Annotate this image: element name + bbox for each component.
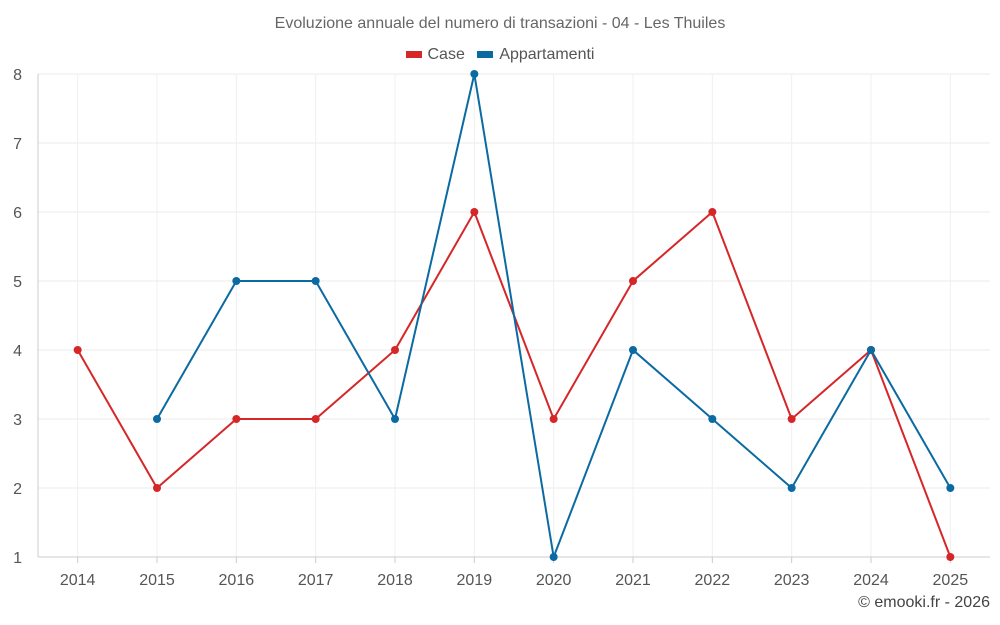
data-point-case (391, 346, 399, 354)
chart-legend: Case Appartamenti (0, 45, 1000, 64)
data-point-appartamenti (946, 484, 955, 492)
data-point-appartamenti (787, 484, 796, 492)
data-point-case (708, 208, 717, 216)
data-point-appartamenti (153, 415, 161, 423)
legend-item-case[interactable]: Case (405, 45, 465, 64)
y-tick-label: 3 (13, 412, 22, 429)
x-tick-label: 2021 (615, 572, 651, 589)
x-tick-label: 2016 (219, 572, 255, 589)
x-tick-label: 2014 (60, 572, 96, 589)
series-line-case (76, 211, 952, 558)
data-point-case (153, 484, 161, 492)
chart-title: Evoluzione annuale del numero di transaz… (274, 15, 726, 32)
x-tick-label: 2023 (774, 572, 810, 589)
credit-text: © emooki.fr - 2026 (858, 594, 990, 611)
legend-swatch-case (405, 51, 422, 58)
x-tick-label: 2020 (536, 572, 572, 589)
data-point-case (946, 553, 955, 561)
y-tick-label: 2 (13, 481, 22, 498)
y-tick-label: 1 (13, 550, 22, 567)
data-point-case (232, 415, 241, 423)
x-tick-label: 2024 (853, 572, 889, 589)
x-tick-label: 2025 (933, 572, 969, 589)
y-tick-label: 6 (13, 205, 22, 222)
x-tick-label: 2017 (298, 572, 334, 589)
legend-label-appartamenti: Appartamenti (499, 45, 595, 63)
grid-lines (38, 73, 990, 558)
y-tick-label: 7 (13, 136, 22, 153)
y-tick-label: 5 (13, 274, 22, 291)
x-tick-label: 2022 (695, 572, 731, 589)
data-point-appartamenti (470, 70, 479, 78)
data-point-appartamenti (232, 277, 241, 285)
data-point-appartamenti (867, 346, 875, 354)
x-tick-label: 2015 (139, 572, 175, 589)
series-appartamenti (153, 70, 955, 561)
data-point-case (470, 208, 479, 216)
x-tick-label: 2019 (457, 572, 493, 589)
legend-swatch-appartamenti (477, 51, 494, 58)
legend-item-appartamenti[interactable]: Appartamenti (477, 46, 594, 64)
data-point-appartamenti (311, 277, 320, 285)
data-point-appartamenti (629, 346, 637, 354)
data-point-case (311, 415, 320, 423)
data-point-case (549, 415, 558, 423)
data-point-appartamenti (391, 415, 399, 423)
data-point-case (787, 415, 796, 423)
y-tick-label: 4 (13, 343, 22, 360)
y-tick-label: 8 (13, 67, 22, 84)
data-point-appartamenti (549, 553, 558, 561)
series-case (73, 208, 955, 561)
legend-label-case: Case (427, 45, 465, 63)
x-tick-label: 2018 (377, 572, 413, 589)
data-point-case (629, 277, 637, 285)
data-point-appartamenti (708, 415, 717, 423)
data-point-case (73, 346, 82, 354)
